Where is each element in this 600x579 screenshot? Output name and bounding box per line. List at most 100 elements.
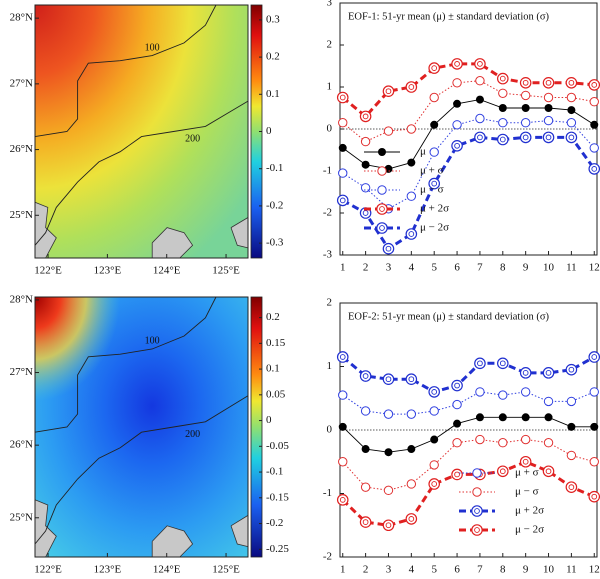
marker-dot bbox=[590, 422, 599, 431]
marker-inner bbox=[431, 481, 438, 487]
marker bbox=[565, 481, 578, 493]
marker-inner bbox=[568, 366, 575, 373]
marker bbox=[475, 387, 485, 397]
marker bbox=[542, 367, 555, 379]
marker-inner bbox=[545, 134, 552, 141]
marker-ring bbox=[566, 118, 577, 128]
x-tick-label: 3 bbox=[386, 564, 392, 576]
marker-ring bbox=[359, 516, 372, 528]
y-tick-label: -1 bbox=[323, 165, 332, 177]
marker bbox=[590, 120, 599, 129]
marker bbox=[472, 468, 482, 478]
x-tick-label: 9 bbox=[523, 564, 529, 576]
marker-inner bbox=[591, 493, 598, 500]
marker-dot bbox=[430, 120, 439, 129]
marker-inner bbox=[385, 88, 392, 95]
marker bbox=[384, 448, 393, 457]
y-tick-label: 26°N bbox=[10, 439, 33, 451]
marker-ring bbox=[588, 490, 600, 503]
colorbar-tick-label: -0.05 bbox=[266, 440, 289, 452]
colorbar-tick-label: -0.1 bbox=[266, 162, 283, 174]
marker bbox=[407, 445, 416, 454]
x-tick-label: 122°E bbox=[34, 265, 62, 277]
marker-ring bbox=[377, 166, 387, 176]
marker bbox=[336, 194, 349, 207]
marker-ring bbox=[405, 373, 418, 385]
marker-ring bbox=[472, 487, 482, 497]
marker bbox=[520, 387, 531, 397]
marker-ring bbox=[406, 124, 417, 134]
marker bbox=[496, 133, 509, 146]
marker bbox=[496, 72, 509, 85]
marker bbox=[543, 438, 554, 448]
marker-inner bbox=[454, 61, 460, 67]
marker-ring bbox=[472, 468, 482, 478]
marker-ring bbox=[451, 468, 463, 481]
chart-title: EOF-1: 51-yr mean (μ) ± standard deviati… bbox=[348, 11, 550, 22]
marker bbox=[519, 77, 532, 89]
marker-inner bbox=[545, 468, 552, 475]
marker-dot bbox=[361, 445, 370, 454]
marker-ring bbox=[519, 455, 532, 468]
marker-inner bbox=[522, 79, 529, 86]
colorbar-tick-label: 0.15 bbox=[266, 337, 286, 349]
x-tick-label: 6 bbox=[454, 262, 460, 274]
marker-ring bbox=[383, 485, 394, 496]
marker-ring bbox=[474, 131, 486, 144]
marker bbox=[451, 140, 463, 152]
marker-inner bbox=[522, 134, 529, 141]
marker-ring bbox=[543, 438, 554, 448]
marker-ring bbox=[565, 481, 578, 493]
marker-ring bbox=[496, 72, 509, 85]
y-tick-label: 28°N bbox=[10, 12, 33, 24]
x-tick-label: 12 bbox=[589, 564, 600, 576]
marker-ring bbox=[428, 62, 441, 74]
marker bbox=[338, 457, 348, 467]
marker-ring bbox=[336, 351, 349, 363]
marker-ring bbox=[566, 450, 577, 461]
marker bbox=[542, 131, 555, 144]
marker-ring bbox=[382, 373, 395, 385]
marker-inner bbox=[379, 206, 385, 212]
y-tick-label: 25°N bbox=[10, 511, 33, 523]
marker-ring bbox=[519, 131, 532, 144]
marker bbox=[588, 163, 600, 175]
marker bbox=[498, 88, 508, 99]
marker-inner bbox=[454, 382, 460, 389]
y-tick-label: 3 bbox=[327, 0, 333, 9]
marker-dot bbox=[378, 148, 386, 156]
x-tick-label: 4 bbox=[409, 262, 415, 274]
marker bbox=[430, 120, 439, 129]
marker-inner bbox=[474, 508, 480, 514]
marker-ring bbox=[376, 203, 388, 215]
marker bbox=[428, 386, 441, 398]
isobath-200 bbox=[34, 395, 249, 545]
marker bbox=[544, 413, 553, 422]
marker bbox=[429, 147, 439, 157]
contour-label: 100 bbox=[145, 335, 160, 346]
marker-inner bbox=[339, 354, 346, 360]
marker-ring bbox=[588, 163, 600, 175]
marker bbox=[590, 422, 599, 431]
marker bbox=[359, 516, 372, 528]
marker-ring bbox=[589, 143, 599, 153]
marker-ring bbox=[359, 370, 372, 382]
marker bbox=[566, 450, 577, 461]
marker-ring bbox=[588, 79, 600, 91]
marker bbox=[475, 76, 485, 86]
marker bbox=[474, 58, 486, 70]
marker-inner bbox=[499, 468, 506, 475]
marker bbox=[543, 396, 554, 407]
marker-inner bbox=[591, 166, 598, 172]
marker-ring bbox=[542, 131, 555, 144]
marker bbox=[519, 367, 532, 379]
marker bbox=[567, 422, 576, 431]
marker-ring bbox=[498, 88, 508, 99]
marker bbox=[428, 177, 441, 190]
marker-ring bbox=[428, 386, 441, 398]
marker bbox=[521, 413, 530, 422]
marker bbox=[382, 519, 395, 532]
legend-label: μ + σ bbox=[420, 165, 444, 177]
marker bbox=[520, 90, 531, 101]
contour-label: 200 bbox=[185, 429, 200, 440]
